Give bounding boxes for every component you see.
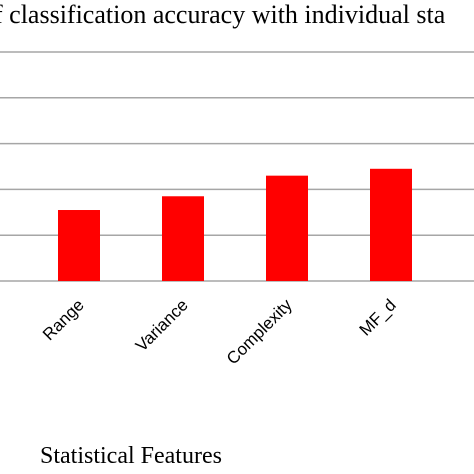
tick-label-complexity: Complexity xyxy=(223,295,296,368)
tick-label-mf-d: MF_d xyxy=(356,295,400,339)
bar-complexity xyxy=(266,175,308,281)
tick-label-variance: Variance xyxy=(132,295,192,355)
bar-range xyxy=(58,210,100,281)
chart-title: f classification accuracy with individua… xyxy=(0,0,446,29)
x-axis-label: Statistical Features xyxy=(40,443,222,469)
bars xyxy=(58,168,412,281)
bar-variance xyxy=(162,196,204,281)
tick-label-range: Range xyxy=(39,295,88,344)
bar-mf-d xyxy=(370,168,412,281)
